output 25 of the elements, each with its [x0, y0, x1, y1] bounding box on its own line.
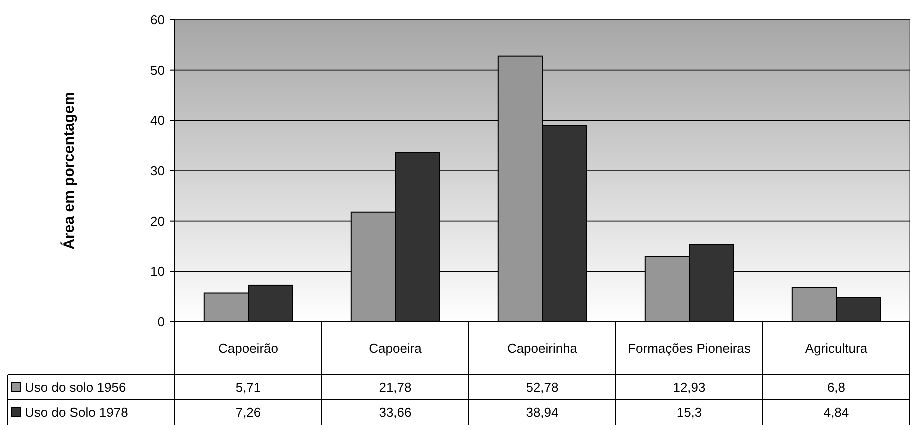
x-tick-label: Formações Pioneiras [628, 341, 752, 356]
legend-label: Uso do Solo 1978 [25, 405, 128, 420]
x-tick-label: Agricultura [805, 341, 868, 356]
y-tick-label: 10 [150, 264, 165, 280]
x-tick-label: Capoeirão [218, 341, 278, 356]
y-tick-label: 50 [150, 62, 165, 78]
x-tick-label: Capoeira [369, 341, 423, 356]
data-label: 5,71 [236, 380, 262, 396]
y-tick-label: 30 [150, 164, 165, 179]
y-tick-label: 20 [150, 214, 165, 229]
data-label: 12,93 [673, 380, 706, 396]
data-label: 7,26 [236, 405, 262, 420]
data-label: 38,94 [526, 405, 559, 420]
x-tick-label: Capoeirinha [507, 341, 578, 356]
y-tick-label: 60 [150, 12, 165, 28]
y-tick-label: 40 [150, 113, 165, 128]
data-label: 21,78 [379, 380, 412, 396]
data-label: 33,66 [379, 405, 412, 420]
y-axis-title: Área em porcentagem [60, 92, 78, 250]
y-tick-label: 0 [158, 314, 165, 330]
legend-label: Uso do solo 1956 [25, 380, 126, 396]
data-label: 4,84 [824, 405, 850, 420]
data-label: 52,78 [526, 380, 559, 396]
data-label: 15,3 [676, 405, 702, 420]
data-label: 6,8 [827, 380, 846, 396]
